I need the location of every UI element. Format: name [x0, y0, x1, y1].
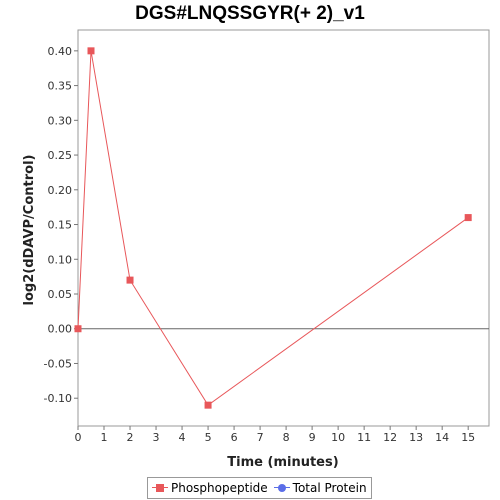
x-tick-label: 0 — [75, 431, 82, 444]
y-tick-label: 0.10 — [48, 253, 73, 266]
legend-square-marker-icon — [152, 482, 168, 494]
legend-item-phosphopeptide: Phosphopeptide — [152, 481, 268, 495]
data-point — [126, 276, 134, 284]
legend: Phosphopeptide Total Protein — [147, 477, 372, 499]
data-point — [204, 401, 212, 409]
y-tick-label: 0.00 — [48, 323, 73, 336]
legend-label-phosphopeptide: Phosphopeptide — [171, 481, 268, 495]
series-layer — [74, 47, 472, 409]
x-tick-label: 7 — [257, 431, 264, 444]
x-tick-label: 3 — [153, 431, 160, 444]
x-tick-label: 15 — [461, 431, 475, 444]
x-tick-label: 14 — [435, 431, 449, 444]
x-tick-label: 13 — [409, 431, 423, 444]
data-point — [74, 325, 82, 333]
y-tick-label: 0.40 — [48, 45, 73, 58]
y-tick-label: 0.35 — [48, 80, 73, 93]
data-point — [87, 47, 95, 55]
x-tick-label: 5 — [205, 431, 212, 444]
y-tick-label: 0.15 — [48, 219, 73, 232]
y-tick-label: -0.10 — [44, 392, 72, 405]
x-tick-label: 6 — [231, 431, 238, 444]
axes-layer: 0 1 2 3 4 5 6 7 8 9 10 11 12 13 14 15-0.10-0.050.000.05… — [44, 29, 490, 444]
x-tick-label: 9 — [309, 431, 316, 444]
x-tick-label: 11 — [357, 431, 371, 444]
data-point — [464, 214, 472, 222]
legend-item-total-protein: Total Protein — [273, 481, 367, 495]
y-tick-label: -0.05 — [44, 357, 72, 370]
x-axis-title: Time (minutes) — [227, 455, 338, 470]
plot-area — [77, 29, 490, 427]
y-axis-title: log2(dDAVP/Control) — [22, 155, 37, 306]
y-tick-label: 0.30 — [48, 114, 73, 127]
y-tick-label: 0.25 — [48, 149, 73, 162]
x-tick-label: 8 — [283, 431, 290, 444]
x-tick-label: 10 — [331, 431, 345, 444]
chart-title: DGS#LNQSSGYR(+ 2)_v1 — [135, 3, 365, 24]
x-tick-label: 2 — [127, 431, 134, 444]
legend-circle-marker-icon — [273, 482, 290, 494]
y-tick-label: 0.05 — [48, 288, 73, 301]
x-tick-label: 1 — [101, 431, 108, 444]
y-tick-label: 0.20 — [48, 184, 73, 197]
x-tick-label: 4 — [179, 431, 186, 444]
legend-label-total-protein: Total Protein — [292, 481, 367, 495]
x-tick-label: 12 — [383, 431, 397, 444]
